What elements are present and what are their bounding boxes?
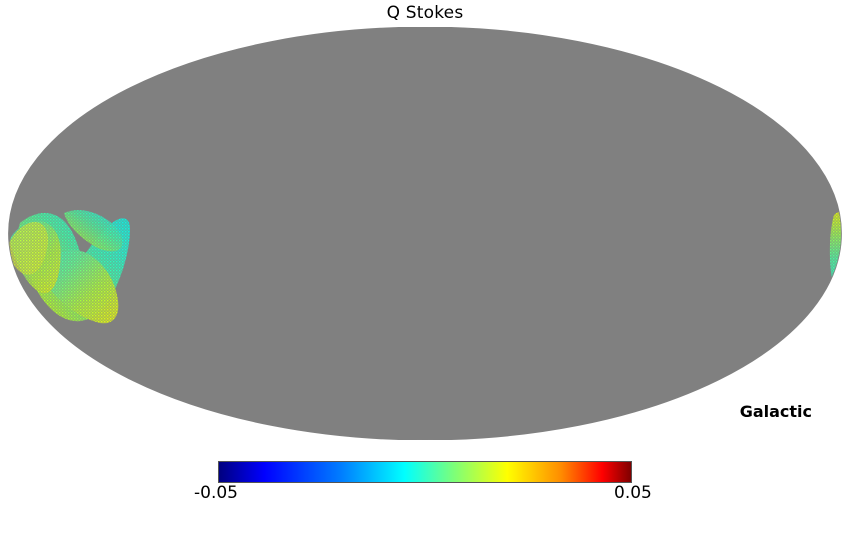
colorbar-max-label: 0.05: [614, 483, 652, 503]
projection-outline: [8, 27, 842, 440]
unseen-sky-background: [8, 27, 842, 440]
colorbar[interactable]: [218, 461, 632, 483]
main-hook-region: [8, 210, 130, 324]
mollweide-projection[interactable]: [8, 27, 842, 440]
colorbar-min-label: -0.05: [194, 483, 238, 503]
coordinate-system-label: Galactic: [739, 402, 812, 421]
observed-data-layer: [8, 210, 842, 324]
sky-map-graphic[interactable]: [8, 27, 842, 440]
page-title: Q Stokes: [386, 3, 464, 23]
colorbar-gradient[interactable]: [218, 461, 632, 483]
